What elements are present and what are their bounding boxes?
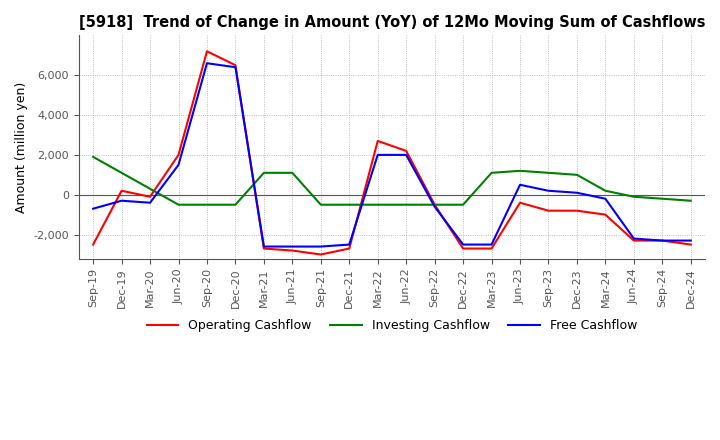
Free Cashflow [260, 244, 269, 249]
Y-axis label: Amount (million yen): Amount (million yen) [15, 81, 28, 213]
Free Cashflow [317, 244, 325, 249]
Investing Cashflow [686, 198, 695, 203]
Operating Cashflow [431, 202, 439, 207]
Free Cashflow [145, 200, 154, 205]
Free Cashflow [288, 244, 297, 249]
Free Cashflow [117, 198, 126, 203]
Investing Cashflow [231, 202, 240, 207]
Operating Cashflow [629, 238, 638, 243]
Operating Cashflow [202, 49, 211, 54]
Investing Cashflow [288, 170, 297, 176]
Free Cashflow [345, 242, 354, 247]
Operating Cashflow [686, 242, 695, 247]
Free Cashflow [686, 238, 695, 243]
Free Cashflow [629, 236, 638, 241]
Title: [5918]  Trend of Change in Amount (YoY) of 12Mo Moving Sum of Cashflows: [5918] Trend of Change in Amount (YoY) o… [78, 15, 705, 30]
Operating Cashflow [402, 148, 410, 154]
Investing Cashflow [572, 172, 581, 177]
Free Cashflow [544, 188, 553, 194]
Free Cashflow [459, 242, 467, 247]
Operating Cashflow [374, 138, 382, 143]
Operating Cashflow [544, 208, 553, 213]
Investing Cashflow [431, 202, 439, 207]
Operating Cashflow [89, 242, 97, 247]
Operating Cashflow [231, 62, 240, 68]
Investing Cashflow [260, 170, 269, 176]
Free Cashflow [431, 204, 439, 209]
Free Cashflow [174, 162, 183, 168]
Operating Cashflow [345, 246, 354, 251]
Free Cashflow [402, 152, 410, 158]
Free Cashflow [516, 182, 524, 187]
Investing Cashflow [145, 186, 154, 191]
Investing Cashflow [459, 202, 467, 207]
Operating Cashflow [572, 208, 581, 213]
Line: Free Cashflow: Free Cashflow [93, 63, 690, 246]
Line: Investing Cashflow: Investing Cashflow [93, 157, 690, 205]
Operating Cashflow [601, 212, 610, 217]
Legend: Operating Cashflow, Investing Cashflow, Free Cashflow: Operating Cashflow, Investing Cashflow, … [142, 314, 642, 337]
Investing Cashflow [174, 202, 183, 207]
Operating Cashflow [260, 246, 269, 251]
Free Cashflow [202, 61, 211, 66]
Investing Cashflow [117, 170, 126, 176]
Investing Cashflow [629, 194, 638, 199]
Investing Cashflow [601, 188, 610, 194]
Free Cashflow [658, 238, 667, 243]
Operating Cashflow [459, 246, 467, 251]
Investing Cashflow [345, 202, 354, 207]
Investing Cashflow [202, 202, 211, 207]
Free Cashflow [89, 206, 97, 211]
Investing Cashflow [544, 170, 553, 176]
Operating Cashflow [487, 246, 496, 251]
Investing Cashflow [487, 170, 496, 176]
Line: Operating Cashflow: Operating Cashflow [93, 51, 690, 254]
Operating Cashflow [288, 248, 297, 253]
Free Cashflow [572, 190, 581, 195]
Operating Cashflow [174, 152, 183, 158]
Investing Cashflow [658, 196, 667, 202]
Operating Cashflow [658, 238, 667, 243]
Free Cashflow [231, 65, 240, 70]
Operating Cashflow [317, 252, 325, 257]
Investing Cashflow [402, 202, 410, 207]
Free Cashflow [601, 196, 610, 202]
Operating Cashflow [117, 188, 126, 194]
Operating Cashflow [145, 194, 154, 199]
Free Cashflow [374, 152, 382, 158]
Free Cashflow [487, 242, 496, 247]
Investing Cashflow [516, 168, 524, 173]
Investing Cashflow [374, 202, 382, 207]
Investing Cashflow [89, 154, 97, 160]
Operating Cashflow [516, 200, 524, 205]
Investing Cashflow [317, 202, 325, 207]
